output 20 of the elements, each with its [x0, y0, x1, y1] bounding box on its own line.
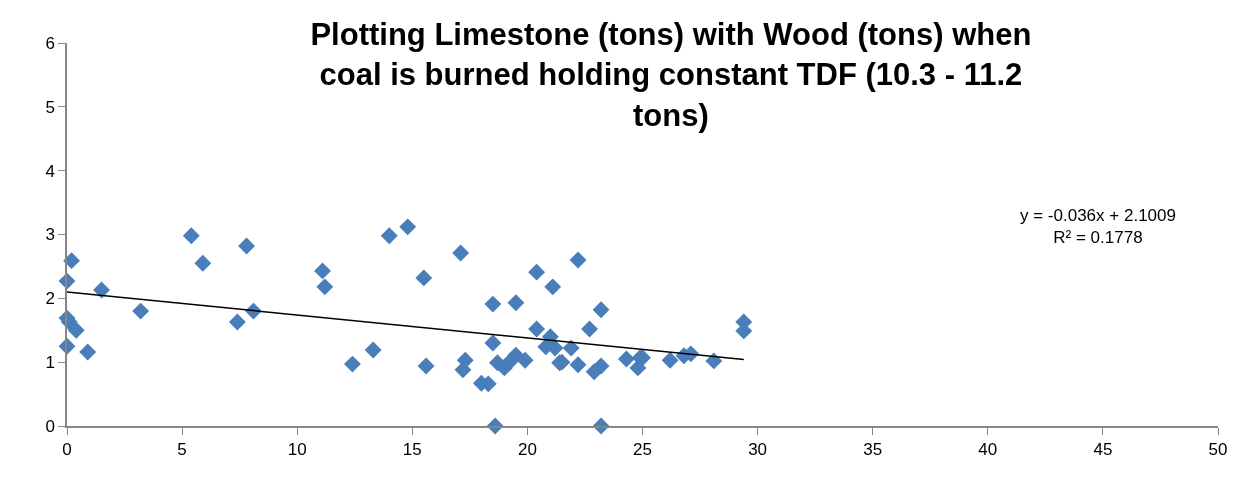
y-tick-label: 4: [45, 161, 55, 181]
text: Plotting Limestone (tons) with Wood (tons) when coal is burned holding constant TDF (10.3 - 11.2 tons): [310, 17, 1032, 133]
annotation: y = -0.036x + 2.1009 R² = 0.1778: [1020, 206, 1176, 248]
x-tick-label: 40: [978, 440, 998, 460]
x-tick-label: 35: [863, 440, 883, 460]
x-tick-label: 25: [633, 440, 652, 460]
y-tick-label: 6: [45, 33, 55, 53]
x-tick-label: 30: [748, 440, 768, 460]
y-tick-label: 0: [45, 416, 55, 436]
x-tick-label: 50: [1208, 440, 1228, 460]
x-tick-label: 20: [517, 440, 537, 460]
x-tick-label: 0: [62, 440, 72, 460]
x-tick-label: 5: [177, 440, 187, 460]
x-tick-label: 45: [1093, 440, 1113, 460]
x-tick-label: 10: [287, 440, 307, 460]
x-tick-label: 15: [402, 440, 422, 460]
y-tick-label: 3: [45, 225, 55, 245]
y-tick-label: 5: [45, 97, 55, 117]
y-tick-label: 1: [45, 353, 55, 373]
y-tick-label: 2: [45, 289, 55, 309]
